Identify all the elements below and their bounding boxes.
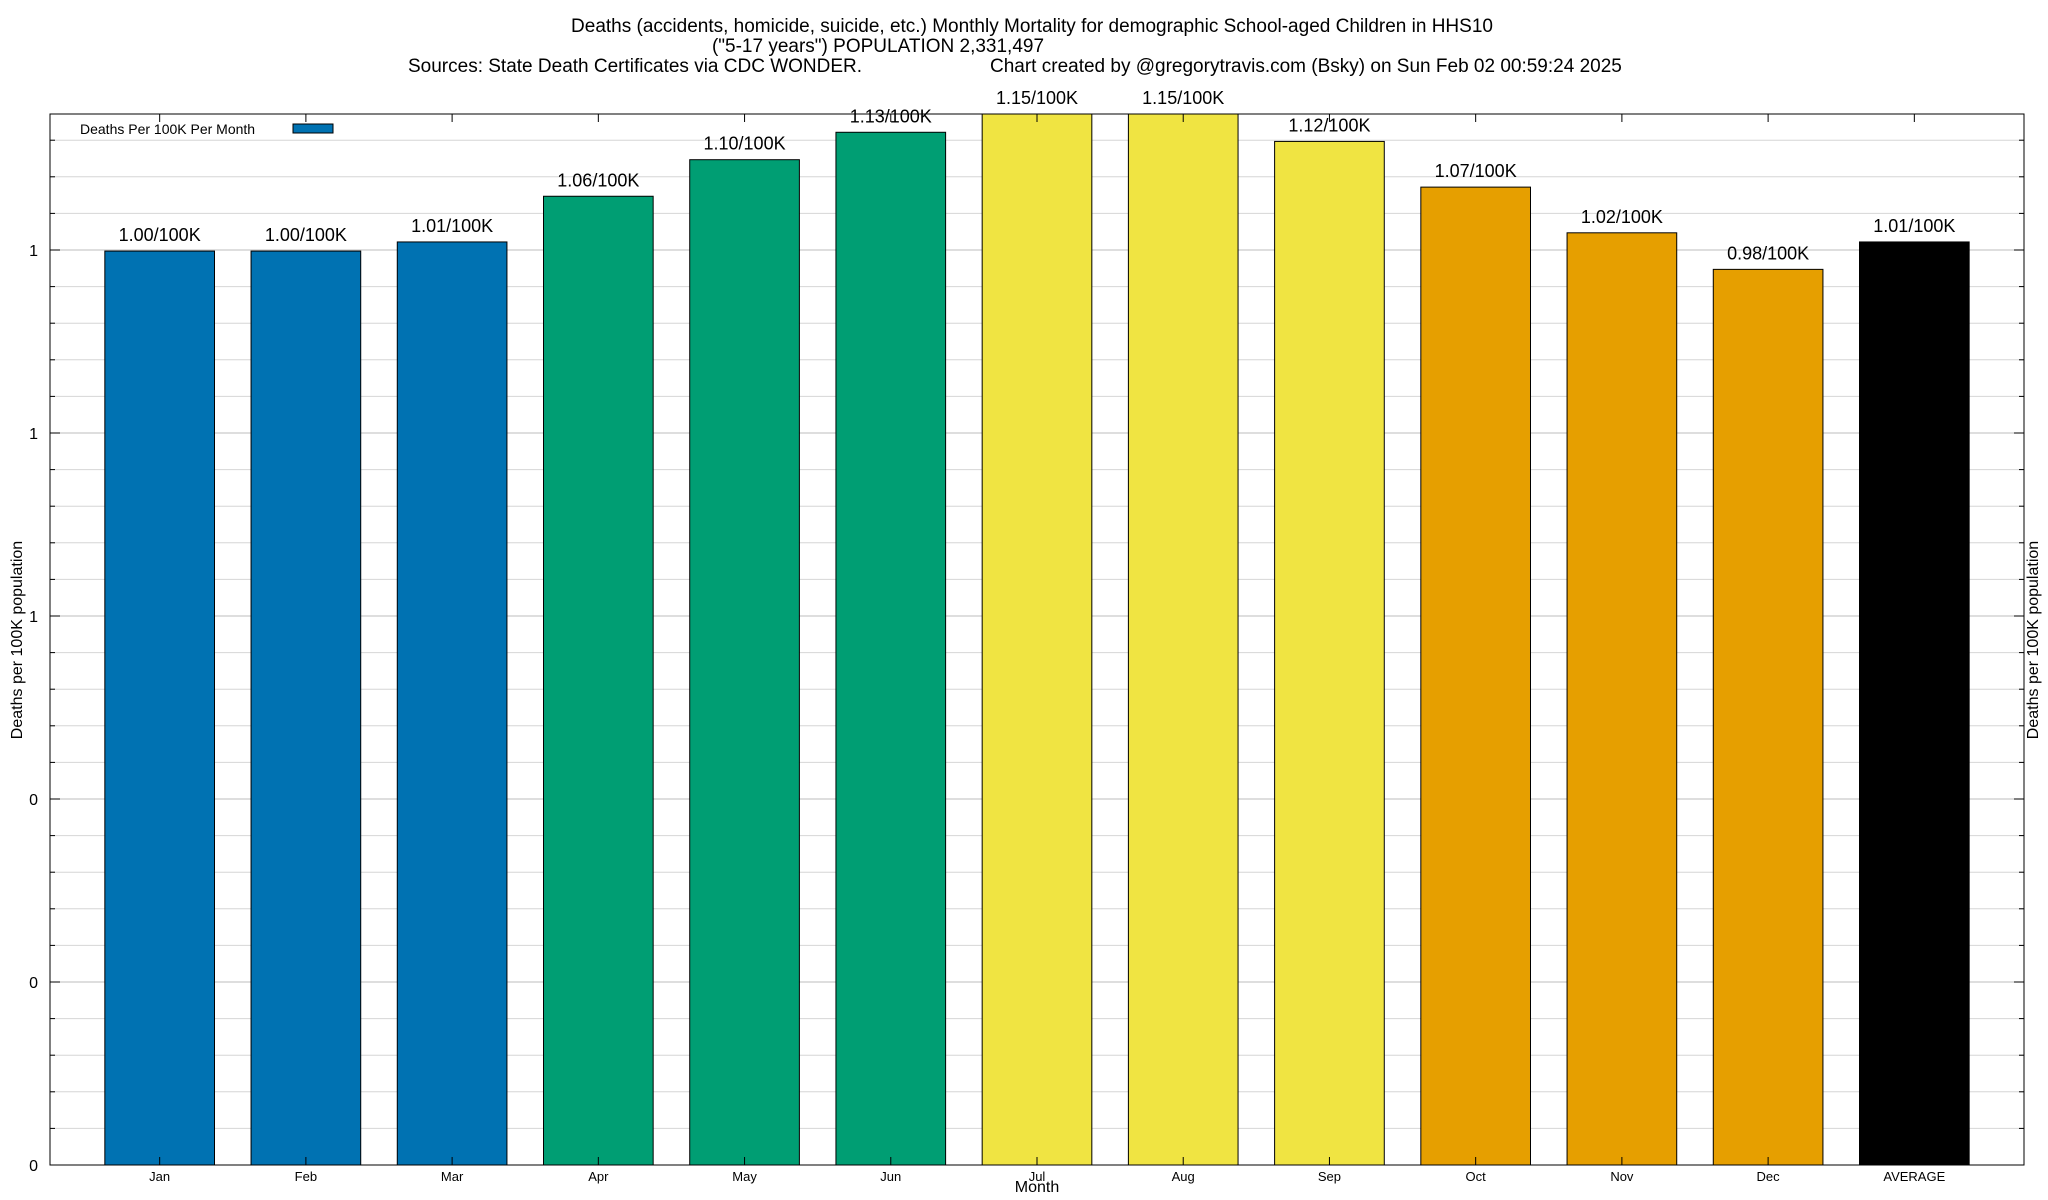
y-tick-label: 1 — [29, 426, 38, 443]
bar-value-label: 1.00/100K — [265, 225, 347, 245]
x-tick-label: Jul — [1029, 1169, 1046, 1184]
x-tick-label: Oct — [1466, 1169, 1487, 1184]
chart-sources: Sources: State Death Certificates via CD… — [408, 56, 862, 77]
bar-value-label: 1.15/100K — [996, 88, 1078, 108]
y-axis-label-right: Deaths per 100K population — [2025, 541, 2042, 739]
x-tick-label: Aug — [1172, 1169, 1195, 1184]
y-tick-label: 1 — [29, 243, 38, 260]
bar-value-label: 1.12/100K — [1288, 115, 1370, 135]
bar-value-label: 1.15/100K — [1142, 88, 1224, 108]
chart-title-line-2: ("5-17 years") POPULATION 2,331,497 — [712, 36, 1044, 57]
bar-feb — [250, 250, 362, 1166]
bar-value-label: 0.98/100K — [1727, 243, 1809, 263]
y-tick-label: 0 — [29, 1158, 38, 1175]
bar-oct — [1420, 186, 1532, 1166]
bar-nov — [1566, 232, 1678, 1166]
bar-sep — [1274, 140, 1385, 1166]
bar-apr — [543, 195, 654, 1166]
x-tick-label: Dec — [1757, 1169, 1781, 1184]
chart-title-line-1: Deaths (accidents, homicide, suicide, et… — [571, 16, 1493, 37]
bar-mar — [396, 241, 508, 1166]
bar-value-label: 1.02/100K — [1581, 207, 1663, 227]
x-tick-label: Sep — [1318, 1169, 1341, 1184]
x-tick-label: Jun — [880, 1169, 901, 1184]
bar-value-label: 1.07/100K — [1435, 161, 1517, 181]
bar-value-label: 1.01/100K — [411, 216, 493, 236]
y-tick-label: 1 — [29, 609, 38, 626]
bar-value-label: 1.10/100K — [704, 134, 786, 154]
x-tick-label: Apr — [588, 1169, 609, 1184]
x-tick-label: Nov — [1610, 1169, 1634, 1184]
x-tick-label: Mar — [441, 1169, 464, 1184]
chart-credit: Chart created by @gregorytravis.com (Bsk… — [990, 56, 1622, 77]
bar-jun — [835, 131, 947, 1166]
bar-value-label: 1.01/100K — [1873, 216, 1955, 236]
y-tick-label: 0 — [29, 975, 38, 992]
bar-jan — [104, 250, 215, 1166]
bar-average — [1859, 241, 1970, 1166]
bar-aug — [1127, 113, 1239, 1166]
bar-value-label: 1.00/100K — [119, 225, 201, 245]
x-tick-label: Jan — [149, 1169, 170, 1184]
bar-may — [689, 159, 800, 1166]
bar-value-label: 1.06/100K — [557, 170, 639, 190]
x-tick-label: Feb — [295, 1169, 317, 1184]
plot-border — [49, 113, 2025, 1166]
y-axis-label-left: Deaths per 100K population — [9, 541, 26, 739]
x-tick-label: May — [732, 1169, 757, 1184]
bar-jul — [981, 113, 1093, 1166]
bar-dec — [1712, 268, 1824, 1166]
legend-swatch — [292, 123, 334, 134]
x-axis-label: Month — [1015, 1179, 1059, 1196]
x-tick-label: AVERAGE — [1883, 1169, 1945, 1184]
y-tick-label: 0 — [29, 792, 38, 809]
legend-label: Deaths Per 100K Per Month — [80, 121, 255, 137]
